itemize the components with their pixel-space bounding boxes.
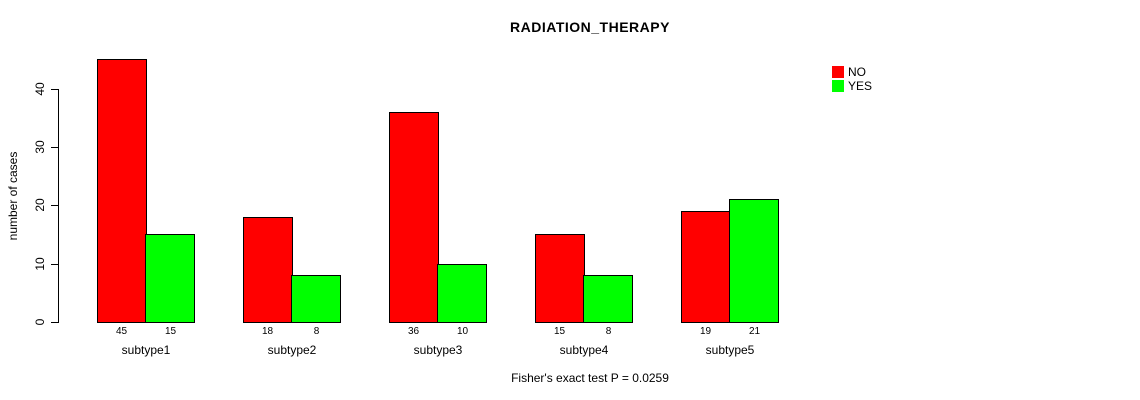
y-axis-tick	[51, 263, 58, 265]
category-label-subtype1: subtype1	[121, 343, 171, 357]
y-axis-tick	[51, 88, 58, 90]
bar-no-subtype4	[535, 234, 585, 323]
category-label-subtype3: subtype3	[413, 343, 463, 357]
bar-value-label: 45	[115, 326, 128, 337]
category-label-subtype5: subtype5	[705, 343, 755, 357]
bar-value-label: 10	[456, 326, 469, 337]
legend: NO YES	[832, 65, 872, 93]
legend-label-yes: YES	[848, 79, 873, 93]
bar-yes-subtype2	[291, 275, 341, 323]
bar-no-subtype3	[389, 112, 439, 323]
legend-item-no: NO	[832, 65, 872, 79]
y-axis-tick-label: 0	[33, 318, 47, 326]
bar-value-label: 8	[313, 326, 320, 337]
bar-no-subtype1	[97, 59, 147, 323]
y-axis-tick-label: 10	[33, 256, 47, 271]
y-axis-line	[58, 88, 59, 323]
bar-yes-subtype1	[145, 234, 195, 323]
legend-swatch-yes	[832, 80, 844, 92]
category-label-subtype2: subtype2	[267, 343, 317, 357]
y-axis-tick-label: 20	[33, 198, 47, 212]
bar-value-label: 18	[261, 326, 274, 337]
chart-title: RADIATION_THERAPY	[510, 19, 670, 35]
legend-swatch-no	[832, 66, 844, 78]
bar-value-label: 21	[748, 326, 761, 337]
y-axis-tick-label: 30	[33, 140, 47, 154]
bar-yes-subtype3	[437, 264, 487, 323]
bar-value-label: 8	[605, 326, 612, 337]
bar-value-label: 36	[407, 326, 420, 337]
legend-item-yes: YES	[832, 79, 872, 93]
y-axis-tick	[51, 146, 58, 148]
bar-value-label: 19	[699, 326, 712, 337]
y-axis-tick	[51, 205, 58, 207]
bar-value-label: 15	[164, 326, 177, 337]
stat-test-caption: Fisher's exact test P = 0.0259	[511, 371, 669, 385]
bar-yes-subtype5	[729, 199, 779, 323]
bar-yes-subtype4	[583, 275, 633, 323]
bar-no-subtype5	[681, 211, 731, 323]
bar-value-label: 15	[553, 326, 566, 337]
y-axis-tick-label: 40	[33, 81, 47, 96]
bar-no-subtype2	[243, 217, 293, 323]
category-label-subtype4: subtype4	[559, 343, 609, 357]
y-axis-label: number of cases	[6, 151, 20, 241]
y-axis-tick	[51, 322, 58, 323]
legend-label-no: NO	[848, 65, 866, 79]
